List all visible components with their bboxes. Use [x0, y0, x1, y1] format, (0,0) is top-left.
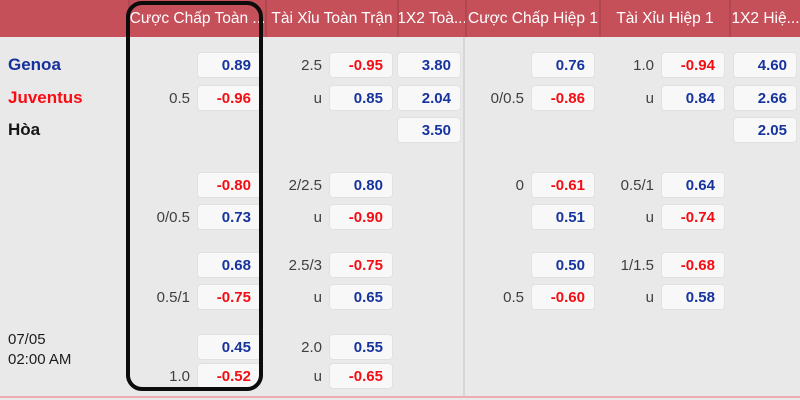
odds-cell[interactable]: 0.76 [531, 52, 595, 78]
bottom-separator-line [0, 396, 800, 398]
odds-row: 1.0 -0.52 u -0.65 [0, 363, 800, 389]
line-value: 1/1.5 [620, 256, 654, 274]
line-value: u [313, 208, 322, 226]
team-home-label: Genoa [8, 55, 61, 74]
odds-cell[interactable]: -0.94 [661, 52, 725, 78]
odds-cell[interactable]: -0.96 [197, 85, 261, 111]
line-value: u [645, 288, 654, 306]
handicap-value: 0/0.5 [156, 208, 190, 226]
odds-cell[interactable]: -0.75 [197, 284, 261, 310]
handicap-value: 0 [515, 176, 524, 194]
odds-cell[interactable]: 0.80 [329, 172, 393, 198]
header-1x2-ft[interactable]: 1X2 Toà... [397, 0, 465, 37]
odds-cell[interactable]: 4.60 [733, 52, 797, 78]
match-time: 02:00 AM [8, 351, 72, 368]
odds-cell[interactable]: -0.86 [531, 85, 595, 111]
odds-row-genoa: Genoa 0.89 2.5 -0.95 3.80 0.76 1.0 -0.94… [0, 52, 800, 78]
odds-cell[interactable]: 0.68 [197, 252, 261, 278]
odds-cell[interactable]: 0.64 [661, 172, 725, 198]
odds-cell[interactable]: 0.73 [197, 204, 261, 230]
odds-cell[interactable]: -0.95 [329, 52, 393, 78]
odds-cell[interactable]: 2.05 [733, 117, 797, 143]
header-overunder-ft[interactable]: Tài Xỉu Toàn Trận [265, 0, 397, 37]
odds-cell[interactable]: 0.84 [661, 85, 725, 111]
line-value: u [645, 208, 654, 226]
odds-row: 0.45 2.0 0.55 [0, 334, 800, 360]
odds-cell[interactable]: -0.61 [531, 172, 595, 198]
odds-row: -0.80 2/2.5 0.80 0 -0.61 0.5/1 0.64 [0, 172, 800, 198]
line-value: u [313, 288, 322, 306]
odds-row-juventus: Juventus 0.5 -0.96 u 0.85 2.04 0/0.5 -0.… [0, 85, 800, 111]
odds-cell[interactable]: 0.45 [197, 334, 261, 360]
odds-row: 0.68 2.5/3 -0.75 0.50 1/1.5 -0.68 [0, 252, 800, 278]
handicap-value: 1.0 [169, 367, 190, 385]
handicap-value: 0.5 [503, 288, 524, 306]
line-value: 2/2.5 [288, 176, 322, 194]
header-overunder-h1[interactable]: Tài Xỉu Hiệp 1 [599, 0, 729, 37]
odds-cell[interactable]: 0.58 [661, 284, 725, 310]
odds-cell[interactable]: 0.55 [329, 334, 393, 360]
header-handicap-ft[interactable]: Cược Chấp Toàn ... [128, 0, 265, 37]
odds-cell[interactable]: -0.65 [329, 363, 393, 389]
header-teams-spacer [0, 0, 128, 37]
handicap-value: 0.5 [169, 89, 190, 107]
odds-cell[interactable]: -0.75 [329, 252, 393, 278]
line-value: u [313, 89, 322, 107]
line-value: 2.0 [301, 338, 322, 356]
team-draw-label: Hòa [8, 120, 41, 139]
odds-cell[interactable]: 3.80 [397, 52, 461, 78]
line-value: 0.5/1 [620, 176, 654, 194]
odds-cell[interactable]: 0.65 [329, 284, 393, 310]
odds-row: 0.5/1 -0.75 u 0.65 0.5 -0.60 u 0.58 [0, 284, 800, 310]
odds-cell[interactable]: -0.52 [197, 363, 261, 389]
line-value: 1.0 [633, 56, 654, 74]
odds-row: 0/0.5 0.73 u -0.90 0.51 u -0.74 [0, 204, 800, 230]
market-header-row: Cược Chấp Toàn ... Tài Xỉu Toàn Trận 1X2… [0, 0, 800, 37]
team-away-label: Juventus [8, 88, 83, 107]
odds-cell[interactable]: -0.60 [531, 284, 595, 310]
header-1x2-h1[interactable]: 1X2 Hiệ... [729, 0, 800, 37]
odds-cell[interactable]: 0.85 [329, 85, 393, 111]
handicap-value: 0.5/1 [156, 288, 190, 306]
odds-cell[interactable]: 0.50 [531, 252, 595, 278]
header-handicap-h1[interactable]: Cược Chấp Hiệp 1 [465, 0, 599, 37]
odds-cell[interactable]: -0.68 [661, 252, 725, 278]
line-value: u [313, 367, 322, 385]
odds-cell[interactable]: 2.66 [733, 85, 797, 111]
half-sections-divider [463, 37, 465, 396]
odds-cell[interactable]: 2.04 [397, 85, 461, 111]
handicap-value: 0/0.5 [490, 89, 524, 107]
line-value: u [645, 89, 654, 107]
odds-cell[interactable]: 0.89 [197, 52, 261, 78]
odds-cell[interactable]: -0.74 [661, 204, 725, 230]
match-datetime: 07/05 02:00 AM [8, 330, 71, 370]
odds-cell[interactable]: -0.80 [197, 172, 261, 198]
odds-cell[interactable]: 0.51 [531, 204, 595, 230]
line-value: 2.5/3 [288, 256, 322, 274]
odds-row-draw: Hòa 3.50 2.05 [0, 117, 800, 143]
match-date: 07/05 [8, 331, 46, 348]
odds-cell[interactable]: 3.50 [397, 117, 461, 143]
odds-cell[interactable]: -0.90 [329, 204, 393, 230]
line-value: 2.5 [301, 56, 322, 74]
